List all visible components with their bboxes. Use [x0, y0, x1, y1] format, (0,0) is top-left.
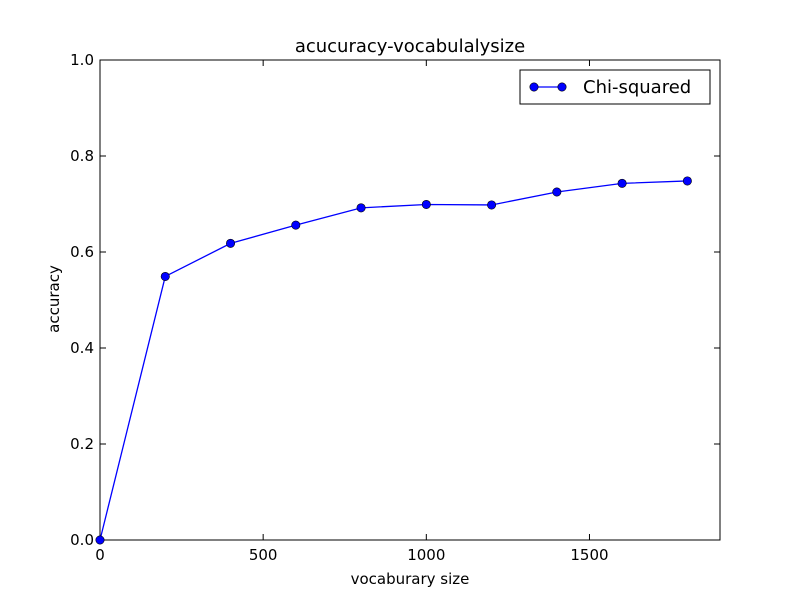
- legend: Chi-squared: [519, 69, 711, 105]
- data-point: [421, 199, 431, 209]
- x-tick-label: 1500: [570, 546, 608, 564]
- data-point: [617, 178, 627, 188]
- plot-area: 0 500 1000 1500 0.0 0.2 0.4 0.6 0.8 1.0 Chi-square…: [70, 51, 721, 564]
- y-tick-label: 0.8: [70, 147, 94, 165]
- x-axis-label: vocaburary size: [351, 570, 470, 588]
- y-tick-label: 0.0: [70, 531, 94, 549]
- y-axis-label: accuracy: [45, 265, 63, 333]
- y-tick-label: 0.4: [70, 339, 94, 357]
- legend-marker: [557, 82, 567, 92]
- x-tick-label: 0: [95, 546, 105, 564]
- axes-frame: [99, 59, 721, 541]
- y-tick-label: 1.0: [70, 51, 94, 69]
- data-point: [552, 187, 562, 197]
- data-point: [682, 176, 692, 186]
- data-point: [95, 535, 105, 545]
- data-point: [291, 220, 301, 230]
- data-point: [226, 238, 236, 248]
- legend-marker: [529, 82, 539, 92]
- y-tick-label: 0.2: [70, 435, 94, 453]
- series-line: [99, 180, 688, 541]
- data-point: [356, 203, 366, 213]
- data-point: [160, 271, 170, 281]
- x-tick-label: 1000: [407, 546, 445, 564]
- legend-label: Chi-squared: [583, 77, 691, 98]
- y-tick-label: 0.6: [70, 243, 94, 261]
- x-tick-label: 500: [249, 546, 278, 564]
- data-point: [487, 200, 497, 210]
- chart-title: acucuracy-vocabulalysize: [295, 36, 525, 57]
